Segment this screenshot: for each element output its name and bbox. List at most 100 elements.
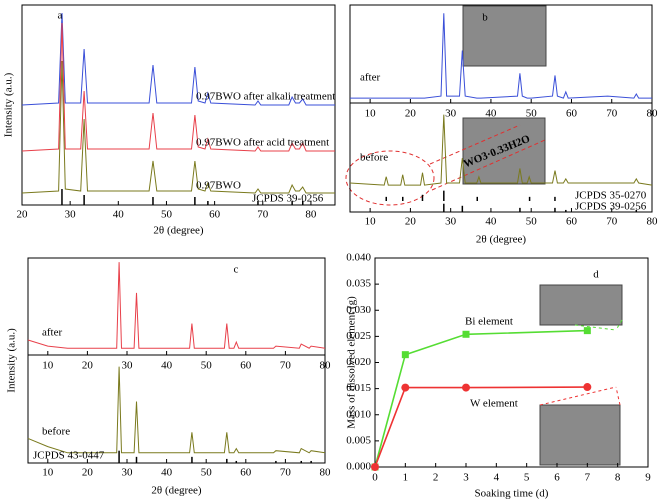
x-tick-label: 60 bbox=[240, 360, 252, 372]
x-tick-label: 20 bbox=[17, 209, 29, 221]
panel-label: a bbox=[58, 10, 63, 22]
x-tick-label: 60 bbox=[240, 467, 252, 479]
x-tick-label: 10 bbox=[365, 108, 377, 120]
series-line bbox=[349, 114, 653, 186]
x-tick-label: 20 bbox=[405, 108, 417, 120]
connector bbox=[615, 386, 621, 406]
x-axis-label: Soaking time (d) bbox=[475, 488, 549, 499]
series-line bbox=[21, 12, 335, 106]
x-tick-label: 9 bbox=[645, 472, 651, 484]
x-tick-label: 50 bbox=[201, 467, 213, 479]
series-line bbox=[374, 329, 588, 468]
x-tick-label: 40 bbox=[485, 216, 497, 228]
panel-label: c bbox=[234, 264, 239, 276]
connector bbox=[539, 386, 617, 406]
x-axis-label: 2θ (degree) bbox=[153, 225, 203, 237]
x-tick-label: 70 bbox=[257, 209, 269, 221]
series-label: after bbox=[360, 72, 380, 84]
x-tick-label: 30 bbox=[445, 216, 457, 228]
x-tick-label: 70 bbox=[280, 360, 292, 372]
x-axis-label: 2θ (degree) bbox=[476, 234, 526, 246]
x-tick-label: 6 bbox=[554, 472, 560, 484]
connector bbox=[615, 319, 623, 331]
x-tick-label: 60 bbox=[566, 216, 578, 228]
x-tick-label: 30 bbox=[445, 108, 457, 120]
series-label: 0.97BWO bbox=[196, 180, 241, 192]
x-tick-label: 80 bbox=[320, 360, 332, 372]
x-tick-label: 5 bbox=[524, 472, 530, 484]
x-tick-label: 80 bbox=[320, 467, 332, 479]
x-tick-label: 80 bbox=[647, 108, 659, 120]
series-line bbox=[27, 262, 326, 349]
sem-inset bbox=[462, 117, 546, 185]
x-tick-label: 50 bbox=[526, 108, 538, 120]
x-tick-label: 10 bbox=[42, 467, 54, 479]
x-tick-label: 50 bbox=[161, 209, 173, 221]
x-tick-label: 20 bbox=[82, 467, 94, 479]
sem-inset bbox=[462, 5, 547, 67]
reference-label: JCPDS 43-0447 bbox=[33, 450, 105, 462]
series-label: before bbox=[360, 152, 388, 164]
connector bbox=[429, 124, 521, 165]
sem-inset bbox=[539, 284, 623, 326]
x-axis-label: 2θ (degree) bbox=[151, 485, 201, 497]
x-tick-label: 3 bbox=[463, 472, 469, 484]
reference-label: JCPDS 35-0270 bbox=[575, 190, 647, 202]
series-line bbox=[21, 60, 335, 194]
plot-frame bbox=[349, 4, 653, 213]
series-line bbox=[27, 366, 326, 454]
y-axis-label: Intensity (a.u.) bbox=[6, 328, 18, 393]
series-line bbox=[21, 22, 335, 152]
x-tick-label: 30 bbox=[65, 209, 77, 221]
x-tick-label: 20 bbox=[82, 360, 94, 372]
x-tick-label: 1 bbox=[403, 472, 409, 484]
x-tick-label: 70 bbox=[280, 467, 292, 479]
series-label: Bi element bbox=[465, 316, 513, 328]
x-tick-label: 20 bbox=[405, 216, 417, 228]
y-tick-label: 0.035 bbox=[346, 278, 371, 290]
x-tick-label: 40 bbox=[113, 209, 125, 221]
x-tick-label: 10 bbox=[42, 360, 54, 372]
x-tick-label: 40 bbox=[485, 108, 497, 120]
y-tick-label: 0.030 bbox=[346, 304, 371, 316]
marker bbox=[583, 383, 592, 392]
plot-frame bbox=[27, 257, 326, 464]
x-tick-label: 0 bbox=[372, 472, 378, 484]
series-line bbox=[374, 386, 588, 468]
x-tick-label: 30 bbox=[122, 467, 134, 479]
y-axis-label: Intensity (a.u.) bbox=[3, 72, 15, 137]
series-label: 0.97BWO after alkali treatment bbox=[196, 91, 335, 103]
x-tick-label: 50 bbox=[526, 216, 538, 228]
reference-label: JCPDS 39-0256 bbox=[575, 201, 647, 213]
series-label: 0.97BWO after acid treatment bbox=[196, 137, 329, 149]
marker bbox=[401, 383, 410, 392]
panel-label: d bbox=[593, 269, 599, 281]
x-tick-label: 50 bbox=[201, 360, 213, 372]
x-tick-label: 60 bbox=[209, 209, 221, 221]
marker bbox=[371, 463, 379, 471]
y-tick-label: 0.040 bbox=[346, 252, 371, 264]
x-tick-label: 2 bbox=[433, 472, 439, 484]
y-tick-label: 0.005 bbox=[346, 434, 371, 446]
x-tick-label: 80 bbox=[647, 216, 659, 228]
y-tick-label: 0.020 bbox=[346, 356, 371, 368]
x-tick-label: 10 bbox=[365, 216, 377, 228]
y-tick-label: 0.015 bbox=[346, 382, 371, 394]
x-tick-label: 80 bbox=[305, 209, 317, 221]
y-axis-label: Mass of dissolved element (g) bbox=[346, 296, 358, 429]
connector bbox=[574, 324, 617, 331]
series-line bbox=[350, 13, 652, 99]
marker bbox=[583, 327, 591, 335]
reference-label: JCPDS 39-0256 bbox=[252, 193, 324, 205]
y-tick-label: 0.010 bbox=[346, 408, 371, 420]
y-tick-label: 0.000 bbox=[346, 461, 371, 473]
series-label: W element bbox=[470, 398, 518, 410]
x-tick-label: 70 bbox=[606, 216, 618, 228]
x-tick-label: 4 bbox=[494, 472, 500, 484]
y-tick-label: 0.025 bbox=[346, 330, 371, 342]
x-tick-label: 40 bbox=[161, 467, 173, 479]
sem-inset bbox=[539, 404, 621, 466]
x-tick-label: 70 bbox=[606, 108, 618, 120]
x-tick-label: 30 bbox=[122, 360, 134, 372]
